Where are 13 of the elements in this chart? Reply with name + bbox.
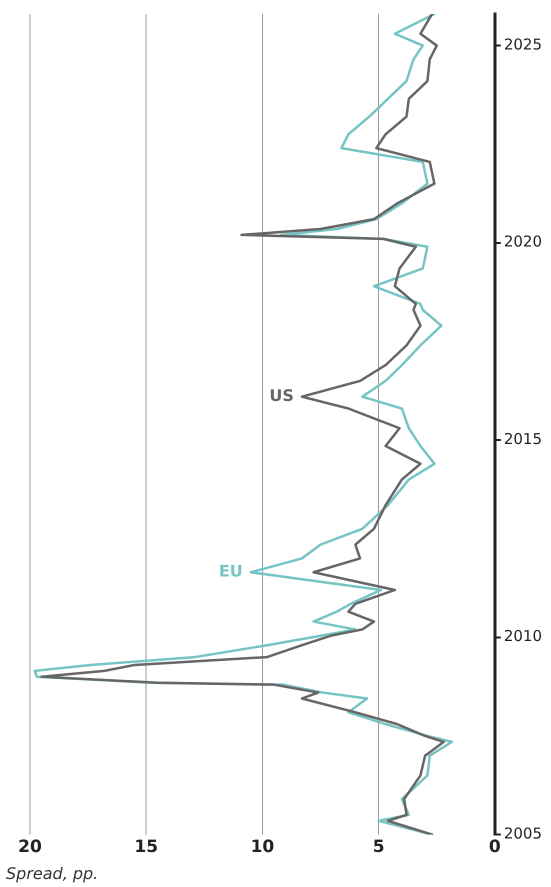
y-tick-label: 2015 <box>504 430 542 448</box>
y-tick-label: 2010 <box>504 627 542 646</box>
x-tick-label: 20 <box>18 837 42 858</box>
annotation: US <box>269 386 294 405</box>
x-tick-label: 10 <box>250 837 274 858</box>
x-tick-label: 0 <box>488 837 501 858</box>
y-tick-label: 2025 <box>504 35 542 54</box>
y-tick-label: 2005 <box>504 824 542 842</box>
x-tick-label: 15 <box>134 837 158 858</box>
y-tick-label: 2020 <box>504 232 542 251</box>
x-tick-label: 5 <box>372 837 385 858</box>
x-axis-title: Spread, pp. <box>6 864 98 884</box>
annotation: EU <box>218 561 243 580</box>
